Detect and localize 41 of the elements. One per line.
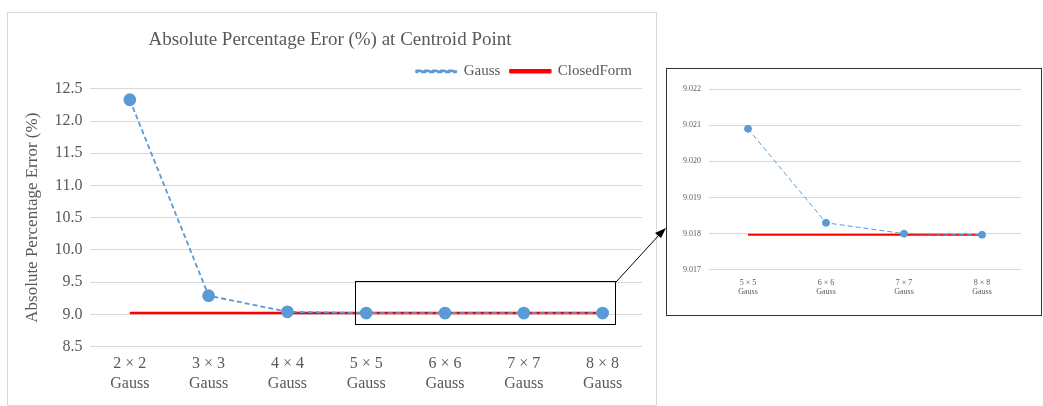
point (438, 306, 452, 320)
x-tick-label: 5 × 5 Gauss (346, 354, 386, 391)
x-tick-label: 5 × 5 Gauss (738, 277, 758, 297)
point (822, 218, 830, 227)
x-tick-label: 3 × 3 Gauss (189, 354, 229, 391)
y-axis-title: Absolute Percentage Error (%) (21, 112, 41, 323)
y-tick-label: 10.0 (54, 240, 83, 258)
chart-title: Absolute Percentage Eror (%) at Centroid Point (148, 28, 513, 51)
y-tick-label: 8.5 (62, 336, 83, 354)
x-tick-label: 7 × 7 Gauss (894, 277, 914, 297)
y-tick-label: 11.5 (54, 143, 83, 161)
x-tick-label: 8 × 8 Gauss (583, 354, 623, 391)
point (202, 289, 215, 303)
x-tick-label: 6 × 6 Gauss (425, 354, 465, 391)
point (744, 124, 752, 133)
y-tick-label: 9.021 (683, 120, 701, 130)
y-tick-label: 9.0 (62, 304, 83, 322)
x-tick-label: 6 × 6 Gauss (816, 277, 836, 297)
legend-label: ClosedForm (557, 62, 633, 79)
y-tick-label: 9.018 (683, 228, 701, 238)
point (281, 305, 294, 319)
point (359, 306, 373, 320)
y-tick-label: 10.5 (54, 207, 83, 225)
y-tick-label: 9.019 (683, 192, 701, 202)
point (123, 93, 137, 107)
point (900, 229, 908, 238)
legend-label: Gauss (463, 62, 501, 79)
y-tick-label: 9.5 (62, 272, 83, 290)
point (517, 306, 531, 320)
y-tick-label: 12.5 (54, 79, 83, 96)
y-tick-label: 12.0 (54, 111, 83, 129)
point (978, 230, 986, 239)
x-tick-label: 4 × 4 Gauss (267, 354, 307, 391)
x-tick-label: 8 × 8 Gauss (972, 277, 992, 297)
y-tick-label: 9.017 (683, 264, 701, 274)
y-tick-label: 11.0 (54, 175, 83, 193)
x-tick-label: 2 × 2 Gauss (110, 354, 150, 391)
y-tick-label: 9.022 (683, 84, 701, 94)
y-tick-label: 9.020 (683, 156, 701, 166)
point (596, 306, 609, 320)
x-tick-label: 7 × 7 Gauss (504, 354, 544, 391)
